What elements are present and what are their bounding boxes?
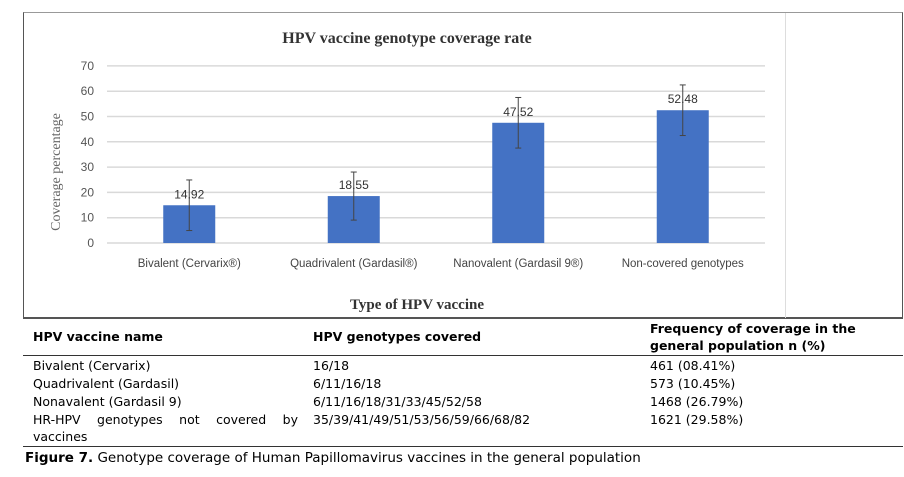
chart-area (33, 13, 786, 318)
table-cell: 35/39/41/49/51/53/56/59/66/68/82 (313, 412, 531, 427)
y-tick-label: 0 (87, 236, 94, 250)
data-label: 14.92 (174, 187, 204, 201)
table-cell: 573 (10.45%) (650, 376, 736, 391)
bar-chart: HPV vaccine genotype coverage rate Type … (49, 30, 765, 313)
table-cell: HR-HPV genotypes not covered by vaccines (33, 412, 298, 444)
x-tick-label: Nanovalent (Gardasil 9®) (453, 258, 583, 270)
table-bottom-rule (23, 446, 903, 447)
y-tick-label: 20 (81, 185, 95, 199)
header-vaccine-name: HPV vaccine name (33, 329, 163, 344)
y-tick-label: 40 (81, 135, 95, 149)
x-tick-label: Non-covered genotypes (622, 258, 744, 270)
data-label: 18.55 (339, 178, 369, 192)
table-cell: Bivalent (Cervarix) (33, 358, 151, 373)
x-axis-label: Type of HPV vaccine (350, 297, 484, 313)
table-cell: 6/11/16/18/31/33/45/52/58 (313, 394, 482, 409)
data-label: 47.52 (503, 105, 533, 119)
table-cell: 461 (08.41%) (650, 358, 736, 373)
header-frequency: Frequency of coverage in the general pop… (650, 321, 856, 353)
y-tick-label: 10 (81, 211, 95, 225)
x-tick-label: Bivalent (Cervarix®) (138, 258, 241, 270)
table-cell: Nonavalent (Gardasil 9) (33, 394, 182, 409)
caption-text: Genotype coverage of Human Papillomaviru… (93, 450, 641, 466)
table-cell: 1621 (29.58%) (650, 412, 744, 427)
x-tick-label: Quadrivalent (Gardasil®) (290, 258, 418, 270)
header-divider (23, 355, 903, 356)
table-cell: 1468 (26.79%) (650, 394, 744, 409)
header-genotypes: HPV genotypes covered (313, 329, 482, 344)
figure-caption: Figure 7. Genotype coverage of Human Pap… (25, 450, 641, 466)
y-tick-label: 60 (81, 84, 95, 98)
caption-label: Figure 7. (25, 450, 94, 466)
data-label: 52.48 (668, 92, 698, 106)
y-tick-label: 30 (81, 160, 95, 174)
y-axis-label: Coverage percentage (49, 113, 64, 231)
table-cell: 16/18 (313, 358, 350, 373)
y-tick-label: 70 (81, 59, 95, 73)
table-cell: Quadrivalent (Gardasil) (33, 376, 180, 391)
chart-title: HPV vaccine genotype coverage rate (282, 30, 531, 47)
table-cell: 6/11/16/18 (313, 376, 382, 391)
figure-frame (23, 12, 903, 319)
y-tick-label: 50 (81, 110, 95, 124)
